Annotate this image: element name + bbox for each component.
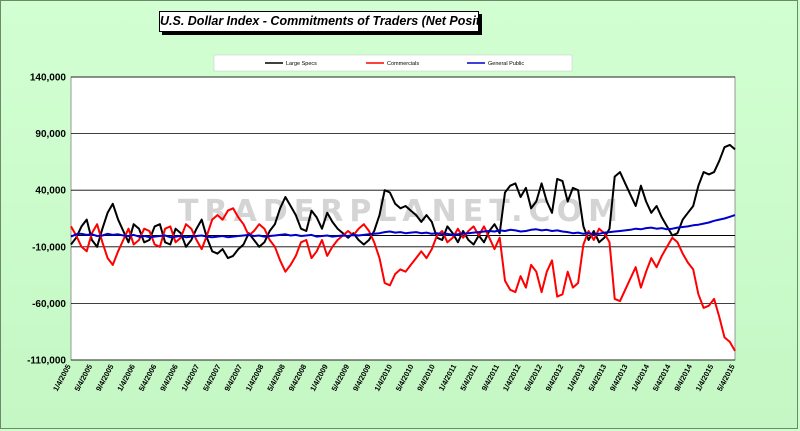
chart-title: U.S. Dollar Index - Commitments of Trade… xyxy=(159,11,479,32)
x-tick-label: 5/4/2011 xyxy=(458,363,479,393)
x-tick-label: 1/4/2014 xyxy=(629,362,651,393)
y-tick-label: -60,000 xyxy=(32,299,66,310)
x-tick-label: 9/4/2012 xyxy=(544,363,566,393)
x-tick-label: 9/4/2014 xyxy=(672,362,694,393)
x-tick-label: 1/4/2010 xyxy=(372,363,394,393)
x-tick-label: 9/4/2010 xyxy=(415,363,437,393)
x-tick-label: 5/4/2008 xyxy=(265,363,287,393)
y-tick-label: -10,000 xyxy=(32,242,66,253)
x-tick-label: 1/4/2011 xyxy=(437,363,458,393)
legend: Large Specs Commercials General Public xyxy=(265,61,524,67)
x-tick-label: 5/4/2010 xyxy=(394,363,416,393)
x-tick-label: 5/4/2009 xyxy=(330,363,352,393)
x-tick-label: 1/4/2005 xyxy=(51,363,73,393)
legend-box xyxy=(213,54,573,72)
x-tick-label: 5/4/2013 xyxy=(587,363,609,393)
y-tick-label: 90,000 xyxy=(35,129,66,140)
x-tick-label: 9/4/2013 xyxy=(608,363,630,393)
x-tick-label: 9/4/2009 xyxy=(351,363,373,393)
x-tick-label: 5/4/2005 xyxy=(73,363,95,393)
legend-label-general-public: General Public xyxy=(488,61,524,67)
y-tick-label: 40,000 xyxy=(35,186,66,197)
y-tick-label: 140,000 xyxy=(30,73,67,84)
legend-label-large-specs: Large Specs xyxy=(286,61,317,67)
x-tick-label: 9/4/2007 xyxy=(222,363,244,393)
x-tick-label: 9/4/2011 xyxy=(480,363,501,393)
x-tick-label: 1/4/2006 xyxy=(115,363,137,393)
x-tick-label: 9/4/2005 xyxy=(94,363,116,393)
x-tick-label: 1/4/2009 xyxy=(308,363,330,393)
x-tick-label: 1/4/2012 xyxy=(501,363,523,393)
x-tick-label: 1/4/2007 xyxy=(180,363,202,393)
x-tick-label: 5/4/2012 xyxy=(522,363,544,393)
x-tick-label: 5/4/2006 xyxy=(137,363,159,393)
x-tick-label: 9/4/2008 xyxy=(287,363,309,393)
watermark: TRADERPLANET.COM xyxy=(178,194,624,229)
x-tick-label: 5/4/2015 xyxy=(715,363,737,393)
x-axis-ticks: 1/4/2005 5/4/2005 9/4/2005 1/4/2006 5/4/2006… xyxy=(51,362,737,393)
x-tick-label: 5/4/2007 xyxy=(201,363,223,393)
plot-area xyxy=(70,76,736,361)
series-line-general-public xyxy=(70,214,736,239)
y-axis-ticks: 140,000 90,000 40,000 -10,000 -60,000 -110,00… xyxy=(27,73,66,367)
series-layer xyxy=(70,143,736,352)
y-tick-label: -110,000 xyxy=(27,356,66,367)
x-tick-label: 5/4/2014 xyxy=(651,362,673,393)
x-tick-label: 9/4/2006 xyxy=(158,363,180,393)
legend-label-commercials: Commercials xyxy=(387,61,419,67)
x-tick-label: 1/4/2008 xyxy=(244,363,266,393)
x-tick-label: 1/4/2013 xyxy=(565,363,587,393)
x-tick-label: 1/4/2015 xyxy=(694,363,716,393)
